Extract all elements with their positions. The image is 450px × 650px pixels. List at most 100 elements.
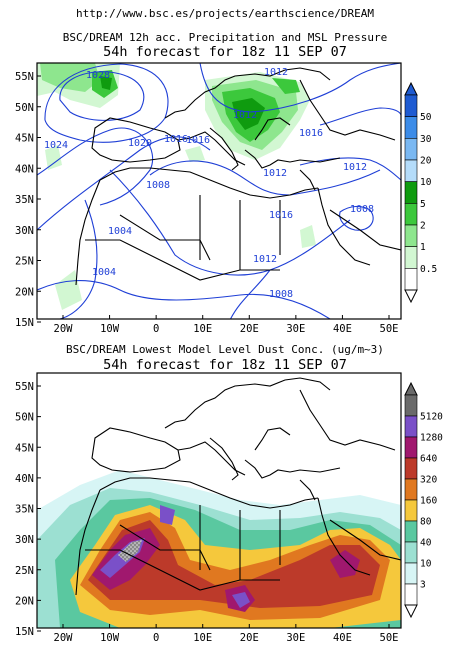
colorbar-label: 2: [420, 221, 426, 232]
colorbar-arrow: [404, 604, 418, 619]
colorbar-label: 5120: [420, 412, 443, 423]
colorbar-swatch: [404, 94, 418, 117]
latitude-label: 25N: [15, 256, 34, 268]
isobar-label: 1024: [44, 140, 68, 151]
precip-colorbar: 50 30 20 10 5 2 1 0.5: [404, 81, 437, 304]
longitude-label: 30E: [286, 632, 305, 644]
isobars: [37, 63, 401, 319]
colorbar-label: 1280: [420, 433, 443, 444]
bottom-panel-title: BSC/DREAM Lowest Model Level Dust Conc. …: [66, 343, 384, 356]
longitude-label: 20E: [240, 323, 259, 335]
isobar-label: 1016: [164, 134, 188, 145]
colorbar-label: 5: [420, 199, 426, 210]
latitude-label: 40N: [15, 473, 34, 485]
isobar-label: 1016: [269, 210, 293, 221]
isobar-label: 1004: [108, 226, 132, 237]
latitude-label: 40N: [15, 163, 34, 175]
bottom-longitude-axis: 20W 10W 0 10E 20E 30E 40E 50E: [54, 624, 399, 644]
colorbar-arrow: [404, 381, 418, 396]
latitude-label: 35N: [15, 194, 34, 206]
colorbar-swatch: [404, 268, 418, 291]
latitude-label: 45N: [15, 442, 34, 454]
colorbar-arrow: [404, 289, 418, 304]
colorbar-label: 3: [420, 580, 426, 591]
coastlines: [75, 67, 401, 286]
colorbar-label: 10: [420, 177, 432, 188]
colorbar-label: 320: [420, 475, 437, 486]
longitude-label: 10E: [193, 323, 212, 335]
colorbar-swatch: [404, 159, 418, 182]
top-latitude-axis: 55N 50N 45N 40N 35N 30N 25N 20N 15N: [15, 71, 41, 329]
colorbar-swatch: [404, 436, 418, 459]
latitude-label: 30N: [15, 534, 34, 546]
latitude-label: 50N: [15, 102, 34, 114]
bottom-panel-subtitle: 54h forecast for 18z 11 SEP 07: [103, 357, 347, 373]
colorbar-label: 640: [420, 454, 437, 465]
isobar-label: 1012: [253, 254, 277, 265]
bottom-latitude-axis: 55N 50N 45N 40N 35N 30N 25N 20N 15N: [15, 381, 41, 638]
latitude-label: 15N: [15, 626, 34, 638]
top-panel-subtitle: 54h forecast for 18z 11 SEP 07: [103, 44, 347, 60]
colorbar-swatch: [404, 203, 418, 226]
colorbar-swatch: [404, 116, 418, 139]
latitude-label: 15N: [15, 317, 34, 329]
colorbar-swatch: [404, 583, 418, 606]
longitude-label: 40E: [333, 323, 352, 335]
isobar-label: 1016: [186, 135, 210, 146]
colorbar-swatch: [404, 541, 418, 564]
latitude-label: 55N: [15, 71, 34, 83]
colorbar-swatch: [404, 246, 418, 269]
longitude-label: 50E: [380, 323, 399, 335]
colorbar-label: 50: [420, 112, 432, 123]
colorbar-swatch: [404, 415, 418, 438]
longitude-label: 20W: [54, 323, 74, 335]
dust-colorbar: 5120 1280 640 320 160 80 40 10 3: [404, 381, 443, 619]
colorbar-swatch: [404, 138, 418, 161]
latitude-label: 55N: [15, 381, 34, 393]
coastlines-bottom: [75, 377, 401, 596]
colorbar-swatch: [404, 562, 418, 585]
colorbar-swatch: [404, 394, 418, 417]
longitude-label: 50E: [380, 632, 399, 644]
longitude-label: 30E: [286, 323, 305, 335]
colorbar-label: 0.5: [420, 264, 437, 275]
colorbar-swatch: [404, 520, 418, 543]
isobar-label: 1012: [263, 168, 287, 179]
colorbar-swatch: [404, 181, 418, 204]
top-panel-title: BSC/DREAM 12h acc. Precipitation and MSL…: [62, 31, 388, 44]
latitude-label: 20N: [15, 595, 34, 607]
isobar-label: 1012: [343, 162, 367, 173]
isobar-label: 1008: [350, 204, 374, 215]
colorbar-label: 160: [420, 496, 437, 507]
longitude-label: 0: [153, 632, 159, 644]
colorbar-swatch: [404, 224, 418, 247]
latitude-label: 20N: [15, 286, 34, 298]
isobar-label: 1012: [233, 110, 257, 121]
latitude-label: 25N: [15, 565, 34, 577]
source-url: http://www.bsc.es/projects/earthscience/…: [75, 7, 374, 20]
dust-field: [37, 470, 401, 628]
colorbar-label: 30: [420, 134, 432, 145]
longitude-label: 10E: [193, 632, 212, 644]
colorbar-label: 20: [420, 156, 432, 167]
colorbar-swatch: [404, 457, 418, 480]
colorbar-label: 40: [420, 538, 432, 549]
latitude-label: 35N: [15, 504, 34, 516]
longitude-label: 10W: [100, 632, 120, 644]
isobar-label: 1008: [269, 289, 293, 300]
colorbar-swatch: [404, 499, 418, 522]
colorbar-label: 1: [420, 242, 426, 253]
isobar-label: 1008: [146, 180, 170, 191]
latitude-label: 30N: [15, 225, 34, 237]
isobar-label: 1020: [128, 138, 152, 149]
isobar-label: 1028: [86, 70, 110, 81]
isobar-label: 1004: [92, 267, 116, 278]
latitude-label: 45N: [15, 133, 34, 145]
colorbar-arrow: [404, 81, 418, 96]
colorbar-label: 10: [420, 559, 432, 570]
longitude-label: 10W: [100, 323, 120, 335]
